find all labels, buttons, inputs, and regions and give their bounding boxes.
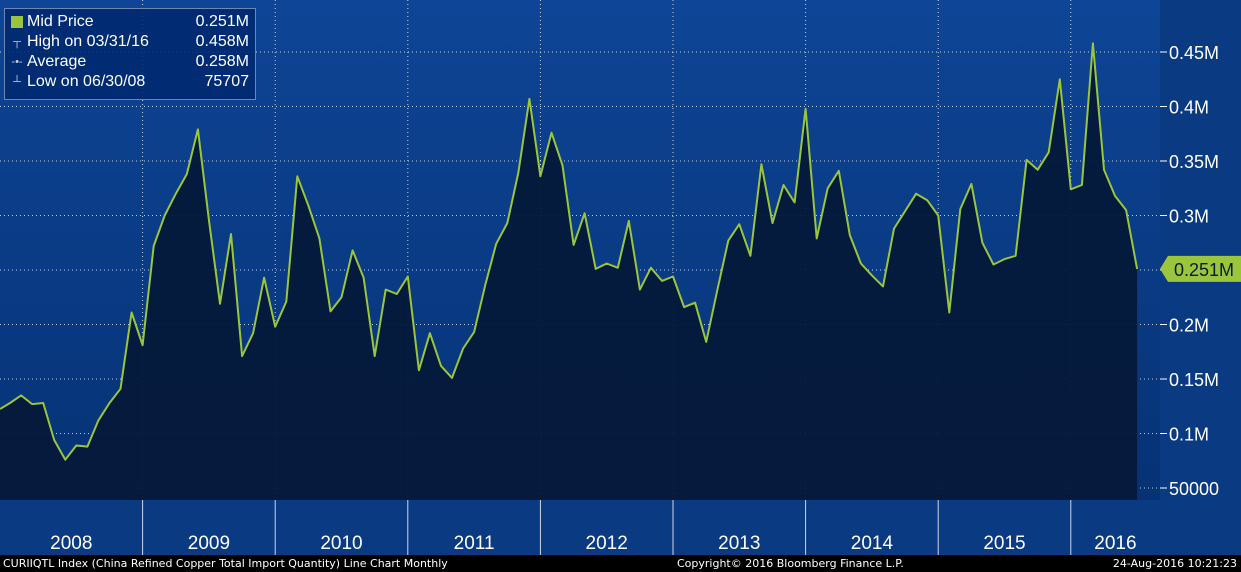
last-value-marker: [1160, 255, 1241, 282]
x-tick-label: 2009: [188, 533, 230, 554]
legend-high-label: High on 03/31/16: [27, 33, 149, 50]
footer-bar: CURIIQTL Index (China Refined Copper Tot…: [0, 555, 1241, 572]
x-axis-panel: [0, 500, 1241, 555]
y-tick-label: 50000: [1169, 479, 1219, 499]
mid-price-swatch-icon: [11, 16, 23, 28]
legend-mid-label: Mid Price: [27, 13, 94, 30]
y-tick-label: 0.45M: [1169, 43, 1219, 63]
y-tick-label: 0.15M: [1169, 370, 1219, 390]
footer-timestamp: 24-Aug-2016 10:21:23: [1112, 557, 1237, 570]
series-area-fill: [0, 43, 1138, 501]
legend-mid-price: Mid Price 0.251M: [11, 12, 249, 32]
footer-ticker: CURIIQTL Index (China Refined Copper Tot…: [3, 557, 448, 570]
x-tick-label: 2016: [1094, 533, 1136, 554]
y-tick-label: 0.2M: [1169, 316, 1209, 336]
legend-low-value: 75707: [204, 73, 250, 90]
average-marker-icon: -•-: [11, 56, 23, 68]
low-marker-icon: ┴: [13, 76, 21, 88]
x-tick-label: 2013: [718, 533, 760, 554]
legend-mid-value: 0.251M: [195, 13, 249, 30]
high-marker-icon: ┬: [13, 36, 21, 48]
y-tick-label: 0.3M: [1169, 207, 1209, 227]
legend-avg-value: 0.258M: [195, 53, 249, 70]
legend-low-label: Low on 06/30/08: [27, 73, 146, 90]
x-tick-label: 2012: [586, 533, 628, 554]
y-tick-label: 0.1M: [1169, 425, 1209, 445]
x-tick-label: 2015: [983, 533, 1025, 554]
legend-high-value: 0.458M: [195, 33, 249, 50]
legend-high: ┬ High on 03/31/16 0.458M: [11, 32, 249, 52]
legend-average: -•- Average 0.258M: [11, 52, 249, 72]
x-tick-label: 2010: [320, 533, 362, 554]
legend-avg-label: Average: [27, 53, 87, 70]
legend-low: ┴ Low on 06/30/08 75707: [11, 72, 249, 92]
y-tick-label: 0.35M: [1169, 152, 1219, 172]
legend-box: Mid Price 0.251M ┬ High on 03/31/16 0.458…: [4, 8, 256, 100]
x-tick-label: 2014: [851, 533, 894, 554]
series-line: [0, 42, 1139, 461]
footer-copyright: Copyright© 2016 Bloomberg Finance L.P.: [677, 557, 904, 570]
y-axis-panel: [1160, 0, 1241, 500]
y-tick-label: 0.4M: [1169, 98, 1209, 118]
x-tick-label: 2011: [454, 533, 495, 554]
last-value-label: 0.251M: [1174, 260, 1234, 280]
x-tick-label: 2008: [50, 533, 92, 554]
